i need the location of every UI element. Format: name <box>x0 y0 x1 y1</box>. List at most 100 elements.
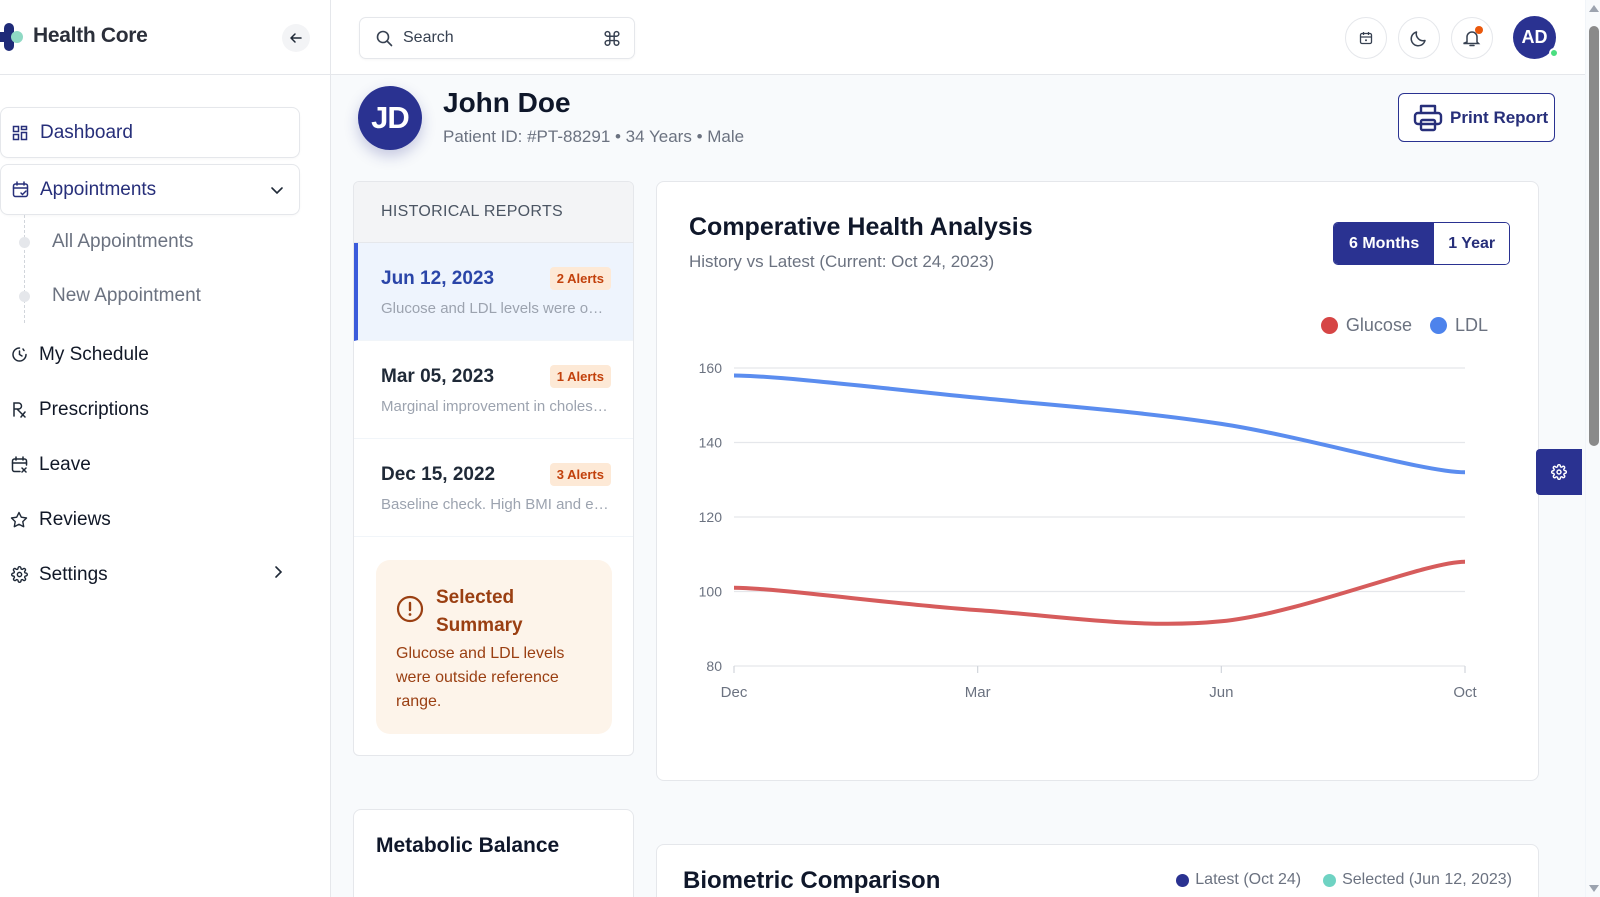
report-description: Marginal improvement in cholesterol leve… <box>381 398 611 415</box>
series-line-ldl <box>733 373 1466 475</box>
range-option-1-year[interactable]: 1 Year <box>1434 223 1510 264</box>
printer-icon <box>1413 104 1443 131</box>
search-box[interactable]: ⌘ <box>359 17 635 59</box>
command-key-icon: ⌘ <box>602 29 622 51</box>
patient-meta: Patient ID: #PT-88291 • 34 Years • Male <box>443 127 745 146</box>
chevron-down-icon <box>271 187 283 195</box>
appointments-submenu: All Appointments New Appointment <box>19 215 300 323</box>
report-description: Glucose and LDL levels were outside refe… <box>381 300 611 317</box>
notifications-button[interactable] <box>1451 17 1493 59</box>
legend-swatch-latest <box>1176 873 1190 887</box>
topbar: ⌘ AD <box>331 0 1585 75</box>
legend-swatch-glucose <box>1320 317 1338 334</box>
patient-avatar: JD <box>358 86 422 150</box>
brand-name: Health Core <box>33 24 148 47</box>
sidebar-item-my-schedule[interactable]: My Schedule <box>0 327 300 382</box>
user-initials: AD <box>1521 27 1548 47</box>
online-status-indicator <box>1549 48 1559 58</box>
y-tick-label: 160 <box>699 360 723 376</box>
sidebar-item-label: Prescriptions <box>39 398 149 420</box>
legend-label: Latest (Oct 24) <box>1195 871 1302 888</box>
report-date: Jun 12, 2023 <box>381 268 495 289</box>
page-scrollbar[interactable] <box>1585 0 1600 897</box>
health-analysis-chart: 80 100 120 140 160 Dec Mar Jun Oct <box>699 360 1478 701</box>
dark-mode-toggle[interactable] <box>1398 17 1440 59</box>
scroll-down-arrow-icon[interactable] <box>1589 885 1599 892</box>
health-core-logo-icon <box>0 23 23 51</box>
search-input[interactable] <box>403 29 593 47</box>
sidebar-item-reviews[interactable]: Reviews <box>0 492 300 547</box>
report-item[interactable]: Jun 12, 2023 2 Alerts Glucose and LDL le… <box>354 243 633 341</box>
gear-icon <box>1551 464 1567 480</box>
y-tick-label: 140 <box>699 435 723 451</box>
x-tick-label: Mar <box>965 684 991 701</box>
chevron-right-icon <box>275 566 283 578</box>
report-description: Baseline check. High BMI and elevated re… <box>381 496 611 513</box>
sidebar-item-dashboard[interactable]: Dashboard <box>0 107 300 158</box>
sidebar-item-leave[interactable]: Leave <box>0 437 300 492</box>
sidebar: Health Core Dashboard Appointments All A… <box>0 0 331 897</box>
y-tick-label: 120 <box>699 509 723 525</box>
notification-badge <box>1475 26 1483 34</box>
historical-reports-heading: HISTORICAL REPORTS <box>354 182 633 243</box>
metabolic-balance-card: Metabolic Balance <box>353 809 634 897</box>
calendar-button[interactable] <box>1345 17 1387 59</box>
search-icon <box>376 30 393 46</box>
sidebar-item-appointments[interactable]: Appointments <box>0 164 300 215</box>
collapse-sidebar-button[interactable] <box>282 24 310 52</box>
report-item[interactable]: Mar 05, 2023 1 Alerts Marginal improveme… <box>354 341 633 439</box>
report-item[interactable]: Dec 15, 2022 3 Alerts Baseline check. Hi… <box>354 439 633 537</box>
sidebar-subitem-all-appointments[interactable]: All Appointments <box>19 215 300 269</box>
chart-legend: Glucose LDL <box>1320 315 1488 336</box>
rx-icon <box>10 401 28 419</box>
sidebar-subitem-label: All Appointments <box>52 231 194 252</box>
selected-summary-card: Selected Summary Glucose and LDL levels … <box>376 560 612 734</box>
moon-icon <box>1410 31 1426 47</box>
sidebar-item-label: My Schedule <box>39 343 149 365</box>
sidebar-item-settings[interactable]: Settings <box>0 547 300 602</box>
brand-header: Health Core <box>0 0 330 75</box>
sidebar-item-label: Leave <box>39 453 91 475</box>
alerts-badge: 3 Alerts <box>549 463 611 486</box>
user-avatar[interactable]: AD <box>1513 16 1559 59</box>
alerts-badge: 2 Alerts <box>549 267 611 290</box>
biometric-comparison-title: Biometric Comparison <box>683 867 941 894</box>
legend-item-ldl[interactable]: LDL <box>1429 315 1488 336</box>
sidebar-item-label: Reviews <box>39 508 111 530</box>
legend-label: LDL <box>1454 315 1488 335</box>
y-tick-label: 80 <box>706 658 722 674</box>
report-date: Mar 05, 2023 <box>381 366 495 387</box>
range-option-6-months[interactable]: 6 Months <box>1334 223 1435 264</box>
sidebar-item-label: Settings <box>39 563 108 585</box>
legend-label: Glucose <box>1345 315 1412 335</box>
chart-title: Comperative Health Analysis <box>689 213 1033 241</box>
sidebar-item-prescriptions[interactable]: Prescriptions <box>0 382 300 437</box>
sidebar-nav: Dashboard Appointments All Appointments … <box>0 107 300 602</box>
legend-item-glucose[interactable]: Glucose <box>1320 315 1412 336</box>
floating-settings-button[interactable] <box>1536 449 1582 495</box>
health-analysis-card: 80 100 120 140 160 Dec Mar Jun Oct Comperative H… <box>656 181 1539 781</box>
gear-icon <box>10 566 28 584</box>
scroll-up-arrow-icon[interactable] <box>1589 5 1599 12</box>
summary-text: Glucose and LDL levels were outside refe… <box>396 645 565 710</box>
metabolic-balance-title: Metabolic Balance <box>376 834 560 857</box>
sidebar-item-label: Appointments <box>40 178 157 200</box>
scroll-thumb[interactable] <box>1589 26 1599 446</box>
series-line-glucose <box>733 559 1466 626</box>
report-date: Dec 15, 2022 <box>381 464 496 485</box>
arrow-left-icon <box>290 33 302 43</box>
summary-title: Selected Summary <box>436 587 523 636</box>
y-tick-label: 100 <box>699 584 723 600</box>
legend-swatch-ldl <box>1429 317 1447 334</box>
grid-icon <box>11 124 29 142</box>
legend-swatch-selected <box>1323 873 1337 887</box>
bullet-icon <box>19 290 30 302</box>
patient-initials: JD <box>371 100 410 135</box>
chart-subtitle: History vs Latest (Current: Oct 24, 2023… <box>689 252 995 271</box>
legend-item-latest: Latest (Oct 24) <box>1176 871 1301 889</box>
sidebar-subitem-label: New Appointment <box>52 285 201 306</box>
print-report-button[interactable]: Print Report <box>1398 93 1555 142</box>
bell-icon <box>1463 31 1481 47</box>
sidebar-subitem-new-appointment[interactable]: New Appointment <box>19 269 300 323</box>
calendar-x-icon <box>10 456 28 474</box>
